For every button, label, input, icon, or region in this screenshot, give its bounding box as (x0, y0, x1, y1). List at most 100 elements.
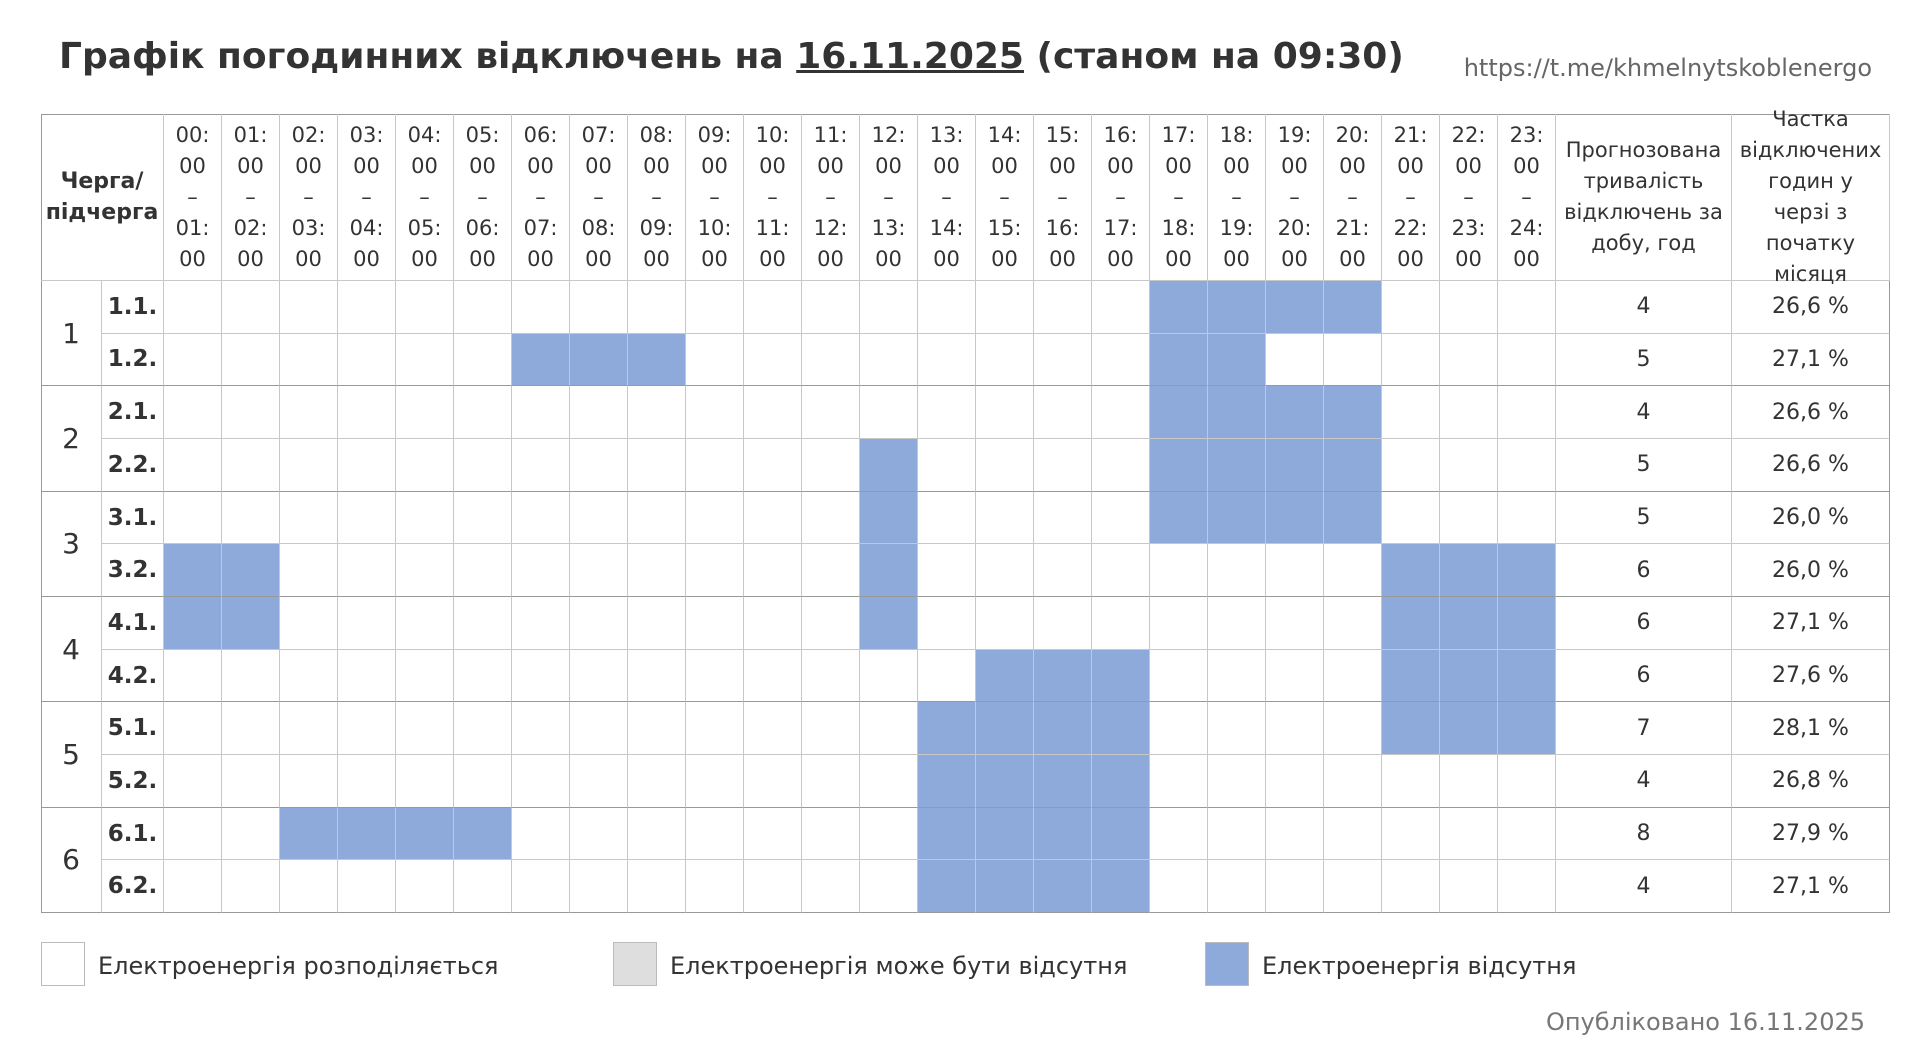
hour-cell (222, 755, 280, 808)
hour-header: 02: 00 – 03: 00 (280, 114, 338, 281)
hour-cell (1266, 702, 1324, 756)
hour-cell (918, 702, 976, 756)
hour-cell (1266, 386, 1324, 439)
link[interactable]: https://t.me/khmelnytskoblenergo (1463, 54, 1872, 82)
hour-cell (1440, 386, 1498, 439)
duration-value: 4 (1556, 386, 1732, 439)
hour-cell (860, 807, 918, 861)
hour-cell (744, 491, 802, 545)
hour-cell (1440, 860, 1498, 914)
subqueue-label: 2.2. (102, 439, 164, 492)
hour-cell (1208, 333, 1266, 387)
hour-cell (454, 597, 512, 650)
hour-cell (512, 439, 570, 492)
hour-cell (860, 386, 918, 439)
subqueue-label: 3.2. (102, 544, 164, 597)
hour-cell (1266, 597, 1324, 650)
hour-cell (1324, 491, 1382, 545)
hour-cell (1382, 860, 1440, 914)
queue-label: 1 (41, 281, 102, 387)
hour-cell (860, 755, 918, 808)
hour-cell (1092, 439, 1150, 492)
hour-cell (802, 597, 860, 650)
subqueue-label: 5.2. (102, 755, 164, 808)
hour-cell (686, 597, 744, 650)
hour-cell (1208, 281, 1266, 334)
hour-cell (570, 386, 628, 439)
hour-cell (570, 544, 628, 597)
duration-value: 4 (1556, 755, 1732, 808)
hour-header: 13: 00 – 14: 00 (918, 114, 976, 281)
hour-cell (1498, 281, 1556, 334)
hour-cell (628, 755, 686, 808)
legend-label: Електроенергія відсутня (1262, 952, 1577, 980)
hour-cell (744, 755, 802, 808)
hour-cell (1092, 860, 1150, 914)
subqueue-label: 3.1. (102, 491, 164, 545)
share-value: 27,1 % (1732, 597, 1890, 650)
hour-cell (918, 491, 976, 545)
hour-cell (1150, 439, 1208, 492)
hour-cell (1208, 544, 1266, 597)
schedule-table (41, 114, 1890, 913)
hour-cell (976, 281, 1034, 334)
duration-value: 4 (1556, 860, 1732, 914)
hour-cell (1150, 386, 1208, 439)
hour-cell (280, 702, 338, 756)
hour-cell (454, 491, 512, 545)
hour-cell (1034, 597, 1092, 650)
subqueue-label: 6.2. (102, 860, 164, 914)
hour-cell (396, 597, 454, 650)
hour-cell (918, 860, 976, 914)
hour-cell (1324, 386, 1382, 439)
hour-cell (454, 649, 512, 703)
subqueue-label: 4.1. (102, 597, 164, 650)
hour-cell (1150, 333, 1208, 387)
hour-cell (802, 544, 860, 597)
hour-cell (976, 544, 1034, 597)
hour-header: 07: 00 – 08: 00 (570, 114, 628, 281)
hour-cell (628, 333, 686, 387)
hour-cell (222, 544, 280, 597)
hour-cell (454, 860, 512, 914)
hour-cell (222, 386, 280, 439)
hour-cell (222, 491, 280, 545)
hour-cell (802, 386, 860, 439)
hour-cell (164, 597, 222, 650)
hour-cell (1382, 702, 1440, 756)
hour-cell (280, 439, 338, 492)
hour-header: 12: 00 – 13: 00 (860, 114, 918, 281)
hour-cell (222, 333, 280, 387)
hour-cell (976, 491, 1034, 545)
hour-cell (976, 860, 1034, 914)
hour-cell (1034, 702, 1092, 756)
hour-header: 10: 00 – 11: 00 (744, 114, 802, 281)
duration-value: 5 (1556, 439, 1732, 492)
hour-header: 11: 00 – 12: 00 (802, 114, 860, 281)
hour-cell (454, 807, 512, 861)
hour-cell (860, 702, 918, 756)
hour-cell (1092, 649, 1150, 703)
hour-cell (976, 702, 1034, 756)
hour-cell (686, 386, 744, 439)
hour-cell (164, 386, 222, 439)
hour-cell (628, 491, 686, 545)
hour-cell (802, 755, 860, 808)
hour-cell (512, 491, 570, 545)
hour-cell (222, 860, 280, 914)
hour-cell (1092, 386, 1150, 439)
hour-cell (222, 807, 280, 861)
hour-cell (628, 281, 686, 334)
hour-cell (396, 702, 454, 756)
hour-cell (396, 439, 454, 492)
hour-cell (1150, 597, 1208, 650)
hour-cell (338, 333, 396, 387)
hour-cell (976, 386, 1034, 439)
hour-header: 03: 00 – 04: 00 (338, 114, 396, 281)
hour-cell (1092, 491, 1150, 545)
hour-cell (1150, 281, 1208, 334)
hour-cell (802, 702, 860, 756)
hour-cell (1324, 755, 1382, 808)
hour-cell (512, 860, 570, 914)
